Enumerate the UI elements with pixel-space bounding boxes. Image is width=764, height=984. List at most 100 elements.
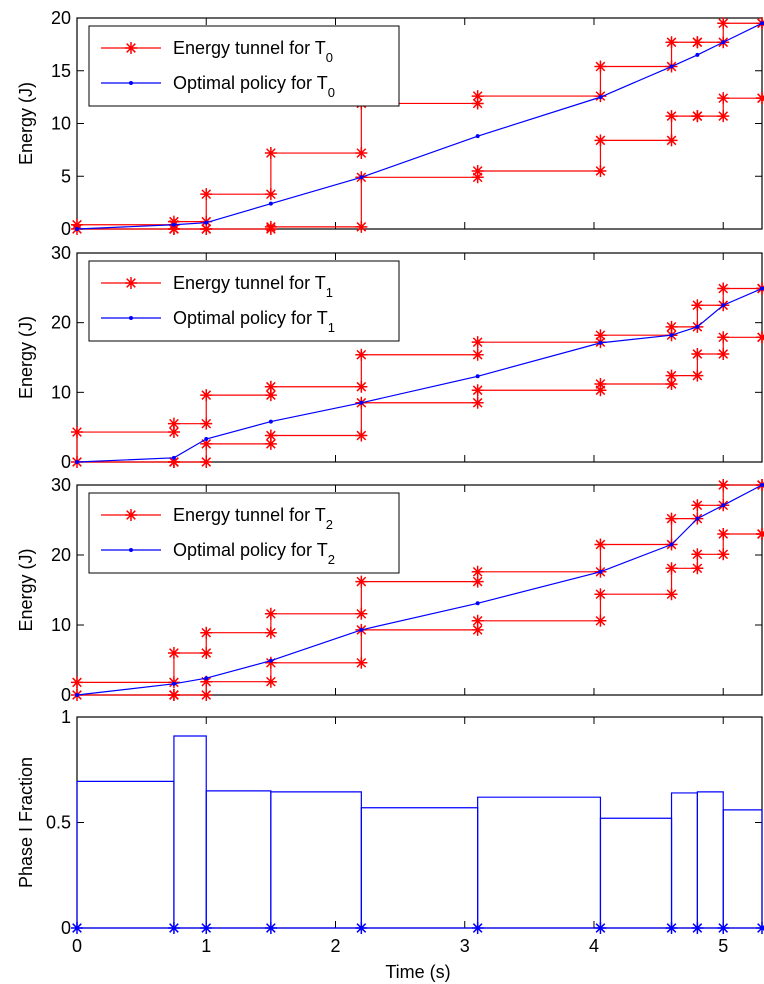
y-tick-label: 20: [51, 545, 71, 565]
tunnel-lower-marker: [691, 562, 704, 575]
tunnel-lower-marker: [200, 689, 213, 701]
tunnel-lower-marker: [717, 331, 730, 344]
tunnel-upper-marker: [717, 17, 730, 30]
fraction-marker: [756, 922, 764, 934]
policy-point: [75, 227, 79, 231]
tunnel-upper-marker: [717, 479, 730, 491]
tunnel-lower-marker: [594, 588, 607, 601]
tunnel-lower-marker: [756, 92, 764, 105]
tunnel-lower-marker: [355, 656, 368, 669]
y-axis-title: Energy (J): [16, 548, 36, 631]
tunnel-lower-marker: [264, 675, 277, 688]
tunnel-upper-marker: [471, 336, 484, 349]
legend-tunnel-sub: 1: [326, 285, 333, 300]
fraction-marker: [471, 922, 484, 934]
fraction-marker: [71, 922, 83, 934]
tunnel-lower-marker: [665, 369, 678, 382]
tunnel-upper-marker: [200, 417, 213, 430]
tunnel-upper-marker: [665, 320, 678, 333]
x-axis-title: Time (s): [385, 962, 450, 982]
tunnel-upper-marker: [355, 575, 368, 588]
policy-point: [268, 201, 273, 206]
tunnel-upper-marker: [717, 282, 730, 295]
y-tick-label: 0: [61, 219, 71, 239]
fraction-marker: [594, 922, 607, 934]
legend-policy-text: Optimal policy for T: [173, 540, 328, 560]
tunnel-lower-marker: [594, 377, 607, 390]
legend-tunnel-label: Energy tunnel for T1: [173, 273, 333, 300]
tunnel-lower-marker: [691, 548, 704, 561]
policy-point: [359, 175, 364, 180]
chart-panel-3: 0 0.5 1 Phase I Fraction 0 1 2 3 4 5: [16, 707, 764, 956]
y-tick-label: 20: [51, 8, 71, 28]
policy-point: [721, 40, 726, 45]
policy-point: [760, 483, 764, 487]
tunnel-lower-marker: [471, 614, 484, 627]
tunnel-lower-marker: [355, 220, 368, 233]
y-tick-label: 15: [51, 61, 71, 81]
x-tick-label: 0: [72, 936, 82, 956]
tunnel-lower-marker: [594, 164, 607, 177]
axes-box: [76, 716, 763, 929]
legend-policy-text: Optimal policy for T: [173, 308, 328, 328]
policy-point: [75, 460, 79, 464]
y-axis-title: Energy (J): [16, 82, 36, 165]
policy-point: [598, 95, 603, 100]
x-tick-label: 2: [330, 936, 340, 956]
policy-point: [669, 64, 674, 69]
tunnel-lower-marker: [264, 656, 277, 669]
tunnel-upper-marker: [264, 389, 277, 402]
tunnel-lower-marker: [200, 223, 213, 235]
legend-tunnel-marker: [125, 509, 137, 521]
tunnel-upper-marker: [594, 329, 607, 342]
policy-point: [204, 437, 209, 442]
legend-box: [88, 492, 400, 574]
y-tick-label: 20: [51, 313, 71, 333]
policy-point: [695, 324, 700, 329]
tunnel-upper-marker: [355, 348, 368, 361]
y-tick-label: 10: [51, 114, 71, 134]
tunnel-lower-marker: [665, 562, 678, 575]
tunnel-lower-marker: [594, 614, 607, 627]
tunnel-lower-marker: [717, 110, 730, 123]
legend-tunnel-marker: [125, 42, 137, 54]
tunnel-lower-marker: [717, 92, 730, 105]
policy-point: [171, 455, 176, 460]
y-tick-label: 1: [61, 707, 71, 727]
y-tick-label: 0: [61, 918, 71, 938]
tunnel-upper-marker: [665, 36, 678, 49]
tunnel-lower-marker: [691, 348, 704, 361]
policy-point: [669, 333, 674, 338]
y-tick-label: 30: [51, 475, 71, 495]
policy-point: [760, 21, 764, 26]
legend-policy-sub: 2: [328, 552, 335, 567]
tunnel-lower-marker: [167, 456, 180, 468]
y-tick-label: 30: [51, 243, 71, 263]
x-tick-label: 5: [718, 936, 728, 956]
tunnel-upper-marker: [167, 426, 180, 439]
tunnel-lower-marker: [471, 623, 484, 636]
fraction-marker: [717, 922, 730, 934]
policy-point: [598, 569, 603, 574]
legend-tunnel-label: Energy tunnel for T0: [173, 38, 333, 65]
legend-policy-label: Optimal policy for T2: [173, 540, 335, 567]
legend-policy-label: Optimal policy for T1: [173, 308, 335, 335]
policy-point: [760, 286, 764, 291]
legend-box: [88, 25, 400, 107]
y-tick-label: 0: [61, 685, 71, 705]
tunnel-lower-marker: [355, 429, 368, 442]
legend-tunnel-text: Energy tunnel for T: [173, 273, 326, 293]
tunnel-lower-marker: [200, 675, 213, 688]
tunnel-lower-marker: [717, 348, 730, 361]
x-tick-label: 4: [589, 936, 599, 956]
policy-point: [475, 374, 480, 379]
tunnel-lower-marker: [471, 164, 484, 177]
policy-point: [204, 220, 209, 225]
policy-point: [359, 400, 364, 405]
tunnel-upper-marker: [200, 188, 213, 201]
tunnel-upper-marker: [71, 426, 83, 439]
tunnel-upper-marker: [355, 380, 368, 393]
